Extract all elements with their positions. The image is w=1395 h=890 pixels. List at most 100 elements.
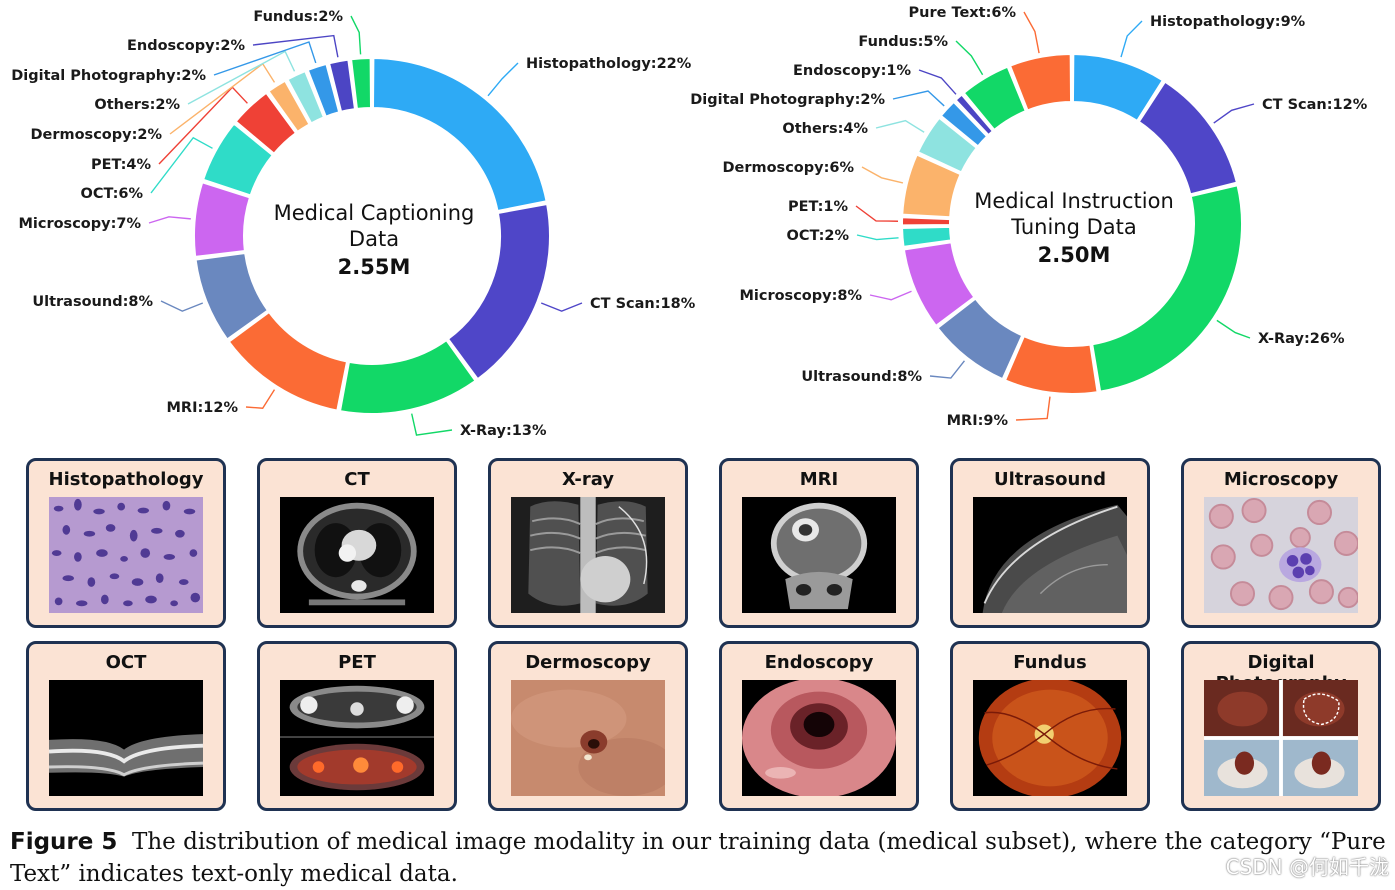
panel-dermoscopy: Dermoscopy [488,641,688,811]
slice-fundus [962,65,1027,131]
dermoscopy-image [511,680,665,796]
panel-fundus: Fundus [950,641,1150,811]
slice-endoscopy [954,93,994,137]
panel-ct: CT [257,458,457,628]
panel-title: CT [344,469,370,490]
panel-digital-photography: Digital Photography [1181,641,1381,811]
panel-title: Endoscopy [764,652,874,673]
slice-label-ultrasound: Ultrasound:8% [32,294,153,310]
leader-line-pet [855,205,899,222]
figure-caption: Figure 5 The distribution of medical ima… [10,826,1390,890]
slice-oct [202,122,274,197]
leader-line-ultrasound [160,300,204,312]
slice-label-digital-photography: Digital Photography:2% [690,92,885,108]
slice-label-ultrasound: Ultrasound:8% [801,369,922,385]
slice-histopathology [372,57,548,213]
slice-microscopy [193,181,251,258]
slice-x-ray [339,339,477,415]
center-label: Medical Captioning [274,201,475,225]
leader-line-others [187,50,296,105]
panel-endoscopy: Endoscopy [719,641,919,811]
panel-title: Dermoscopy [525,652,651,673]
panel-title: X-ray [561,469,615,490]
slice-label-others: Others:4% [782,121,868,137]
panel-title: Ultrasound [993,469,1106,490]
leader-line-fundus [350,15,362,55]
panel-ultrasound: Ultrasound [950,458,1150,628]
center-label: Medical Instruction [974,189,1174,213]
ultrasound-image [973,497,1127,613]
leader-line-others [875,119,925,133]
slice-label-oct: OCT:2% [787,228,850,244]
leader-line-mri [245,389,276,409]
leader-line-x-ray [1216,319,1251,339]
center-value: 2.55M [338,255,411,279]
leader-line-microscopy [148,216,191,224]
leader-line-oct [856,234,899,241]
slice-label-histopathology: Histopathology:9% [1150,14,1306,30]
slice-label-x-ray: X-Ray:13% [460,423,547,439]
slice-ultrasound [194,252,269,341]
leader-line-oct [150,136,213,194]
slice-fundus [350,57,372,110]
slice-pet [234,91,297,155]
leader-line-x-ray [411,413,453,436]
leader-line-endoscopy [918,69,957,95]
slice-mri [1004,335,1099,395]
slice-others [916,116,978,174]
slice-label-fundus: Fundus:5% [858,34,948,50]
digital-photography-image [1204,680,1358,796]
slice-ct-scan [1137,80,1238,196]
slice-endoscopy [328,58,356,113]
leader-line-histopathology [487,62,519,97]
slice-label-oct: OCT:6% [81,186,144,202]
leader-line-histopathology [1120,20,1143,58]
slice-label-endoscopy: Endoscopy:2% [127,38,245,54]
leader-line-dermoscopy [861,166,904,184]
watermark: CSDN @何如千泷 [1225,855,1389,879]
slice-label-dermoscopy: Dermoscopy:6% [722,160,854,176]
ct-scan-image [280,497,434,613]
leader-line-digital-photography [892,90,945,107]
slice-label-endoscopy: Endoscopy:1% [793,63,911,79]
leader-line-pure-text [1023,11,1040,54]
microscopy-image [1204,497,1358,613]
slice-label-microscopy: Microscopy:7% [18,216,141,232]
slice-label-others: Others:2% [94,97,180,113]
mri-image [742,497,896,613]
panel-title: OCT [105,652,147,673]
figure-label: Figure 5 [10,829,118,855]
slice-pet [901,216,952,227]
slice-label-pure-text: Pure Text:6% [909,5,1017,21]
slice-digital-photography [306,62,341,118]
panel-microscopy: Microscopy [1181,458,1381,628]
leader-line-ct-scan [1213,103,1255,124]
panel-mri: MRI [719,458,919,628]
center-value: 2.50M [1038,243,1111,267]
slice-label-histopathology: Histopathology:22% [526,56,692,72]
donut-chart-1: Histopathology:22% CT Scan:18% X-Ray:13% MR… [11,9,695,439]
panel-title: Fundus [1013,652,1087,673]
slice-label-x-ray: X-Ray:26% [1258,331,1345,347]
leader-line-fundus [955,40,984,76]
slice-dermoscopy [901,153,962,219]
slice-label-mri: MRI:9% [947,413,1009,429]
center-label: Data [349,227,399,251]
slice-ultrasound [936,297,1024,381]
endoscopy-image [742,680,896,796]
panel-title: PET [338,652,376,673]
slice-digital-photography [939,100,989,148]
slice-label-ct-scan: CT Scan:12% [1262,97,1368,113]
leader-line-mri [1015,396,1051,421]
leader-line-ultrasound [929,360,965,379]
slice-label-ct-scan: CT Scan:18% [590,296,696,312]
panel-histopathology: Histopathology [26,458,226,628]
slice-label-digital-photography: Digital Photography:2% [11,68,206,84]
leader-line-digital-photography [213,41,317,76]
donut-charts: Histopathology:22% CT Scan:18% X-Ray:13% MR… [11,5,1368,439]
slice-label-dermoscopy: Dermoscopy:2% [30,127,162,143]
leader-line-endoscopy [252,34,339,58]
pet-image [280,680,434,796]
slice-mri [227,311,349,412]
slice-label-mri: MRI:12% [167,400,239,416]
